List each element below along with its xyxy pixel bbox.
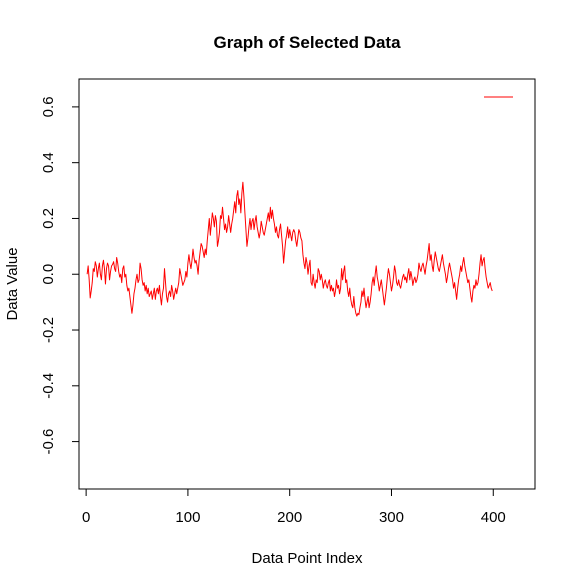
y-tick-label: -0.2 (40, 317, 57, 343)
y-tick-label: -0.4 (40, 373, 57, 399)
x-axis-label: Data Point Index (252, 550, 363, 567)
x-tick-label: 300 (379, 509, 404, 526)
y-tick-label: 0.6 (40, 96, 57, 117)
y-tick-label: 0.2 (40, 208, 57, 229)
y-tick-label: 0.4 (40, 152, 57, 173)
x-axis: 0 100 200 300 400 (82, 488, 506, 526)
series-layer (86, 181, 493, 317)
x-tick-label: 100 (175, 509, 200, 526)
series-line-0 (86, 181, 493, 317)
y-axis-label: Data Value (4, 247, 21, 320)
x-tick-label: 200 (277, 509, 302, 526)
plot-area-frame (78, 78, 536, 490)
y-tick-label: 0.0 (40, 264, 57, 285)
y-axis: -0.6 -0.4 -0.2 0.0 0.2 0.4 0.6 (40, 96, 80, 455)
x-tick-label: 0 (82, 509, 90, 526)
chart-title: Graph of Selected Data (213, 33, 401, 52)
y-tick-label: -0.6 (40, 429, 57, 455)
x-tick-label: 400 (481, 509, 506, 526)
